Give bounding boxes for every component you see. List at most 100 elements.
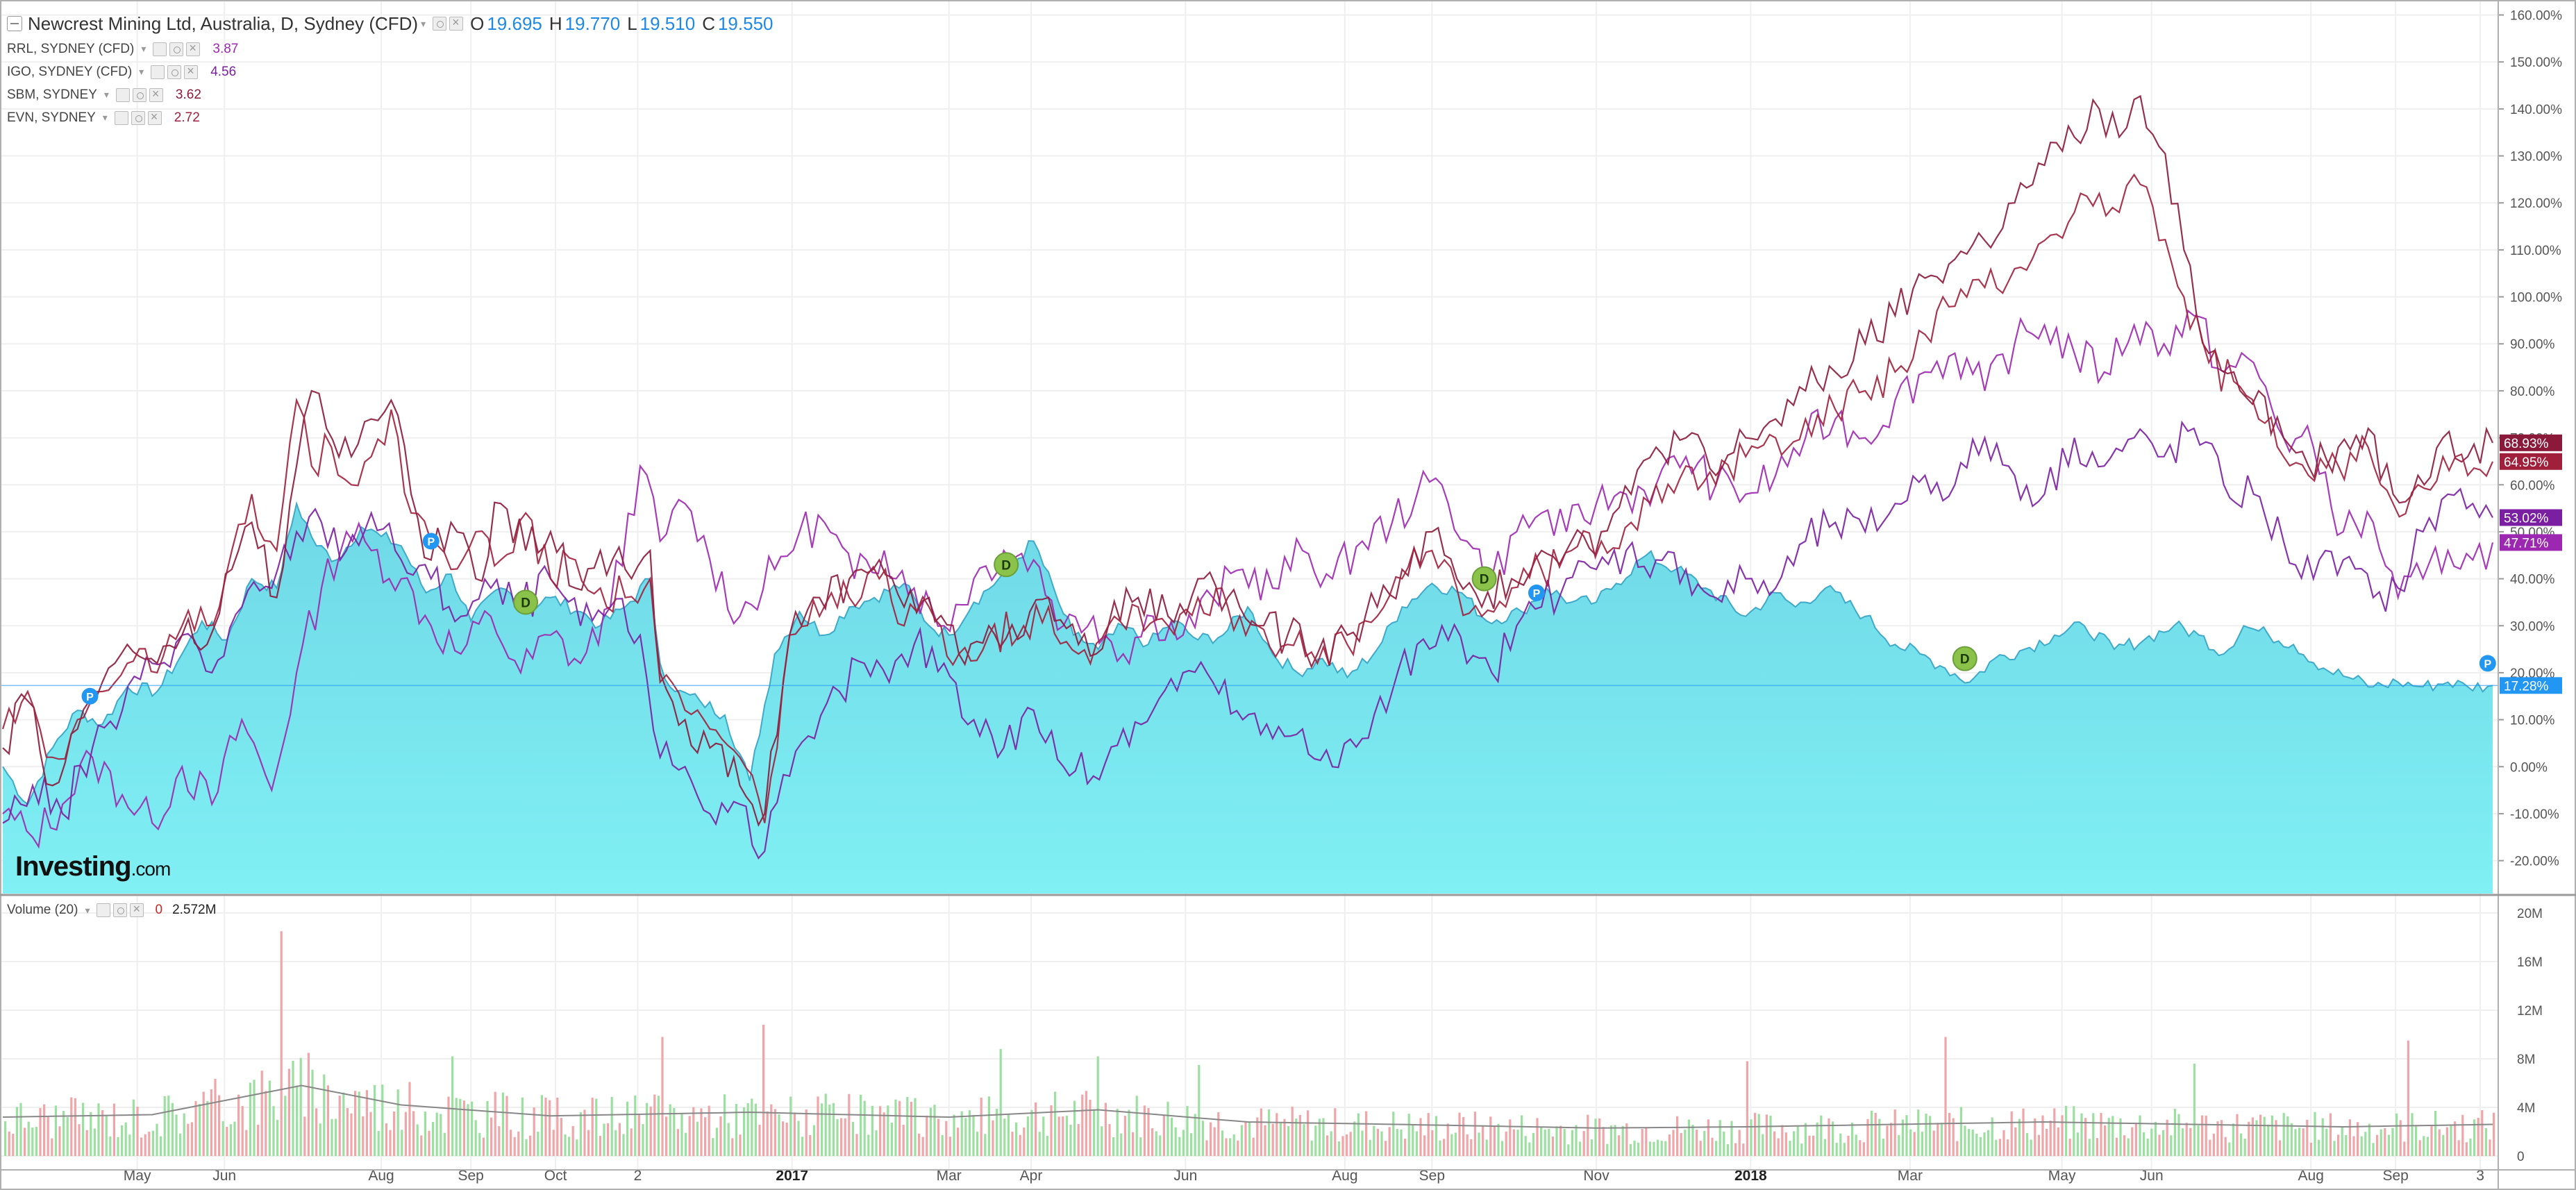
close-icon[interactable]	[449, 15, 464, 31]
volume-bar	[1221, 1130, 1223, 1156]
volume-bar	[599, 1136, 601, 1156]
close-icon[interactable]	[147, 110, 162, 125]
volume-bar	[817, 1096, 819, 1156]
event-marker-circle	[1528, 584, 1545, 601]
main-symbol-title[interactable]: Newcrest Mining Ltd, Australia, D, Sydne…	[28, 12, 419, 34]
close-icon[interactable]	[149, 87, 163, 102]
volume-bar	[85, 1130, 88, 1156]
volume-bar	[855, 1134, 858, 1156]
comparison-legend-row[interactable]: SBM, SYDNEY ▾ 3.62	[7, 83, 773, 106]
volume-bar	[832, 1103, 835, 1156]
volume-bar	[233, 1121, 236, 1156]
event-marker[interactable]: P	[422, 533, 440, 550]
volume-bar	[1905, 1115, 1908, 1156]
event-marker[interactable]: P	[1528, 584, 1545, 601]
volume-bar	[2302, 1128, 2305, 1156]
volume-bar	[299, 1057, 302, 1156]
volume-bar	[179, 1133, 182, 1156]
time-tick-label: Mar	[937, 1168, 962, 1184]
volume-bar	[1528, 1142, 1531, 1156]
visibility-icon[interactable]	[97, 903, 111, 917]
chevron-down-icon[interactable]: ▾	[421, 17, 426, 29]
collapse-legend-button[interactable]	[7, 16, 22, 31]
volume-bar	[2123, 1135, 2126, 1156]
volume-bar	[1598, 1118, 1601, 1156]
settings-icon[interactable]	[132, 87, 147, 102]
volume-bar	[210, 1089, 212, 1156]
volume-value: 2.572M	[172, 903, 217, 917]
volume-bar	[676, 1129, 679, 1156]
volume-bar	[1843, 1143, 1846, 1156]
volume-bar	[1808, 1135, 1811, 1156]
comparison-legend-row[interactable]: IGO, SYDNEY (CFD) ▾ 4.56	[7, 60, 773, 83]
volume-bar	[58, 1126, 61, 1156]
settings-icon[interactable]	[131, 110, 145, 125]
volume-bar	[571, 1125, 574, 1156]
dividend-marker[interactable]: D	[994, 552, 1019, 578]
dividend-marker[interactable]: D	[513, 589, 539, 615]
volume-bar	[1540, 1127, 1543, 1156]
volume-bar	[1512, 1129, 1515, 1156]
volume-bar	[2298, 1128, 2301, 1156]
volume-bar	[2173, 1109, 2176, 1156]
event-marker-circle	[422, 533, 440, 550]
volume-bar	[1909, 1129, 1912, 1156]
marker-label: P	[2484, 658, 2491, 670]
volume-bar	[972, 1114, 975, 1156]
volume-bar	[1166, 1101, 1169, 1156]
volume-bar	[2193, 1064, 2196, 1156]
volume-bar	[688, 1116, 691, 1156]
chevron-down-icon[interactable]: ▾	[102, 112, 108, 123]
event-marker[interactable]: P	[81, 687, 99, 705]
volume-bar	[2438, 1129, 2441, 1156]
chevron-down-icon[interactable]: ▾	[141, 43, 147, 54]
volume-bar	[31, 1127, 34, 1156]
chevron-down-icon[interactable]: ▾	[103, 89, 109, 100]
event-markers[interactable]: P P D D D P D P	[81, 533, 2496, 705]
volume-legend[interactable]: Volume (20) ▾ 0 2.572M	[7, 902, 217, 918]
visibility-icon[interactable]	[115, 87, 130, 102]
volume-bar	[2057, 1127, 2059, 1156]
settings-icon[interactable]	[167, 65, 182, 79]
visibility-icon[interactable]	[153, 42, 167, 56]
volume-bar	[1276, 1113, 1278, 1156]
volume-bar	[2368, 1123, 2370, 1156]
comparison-legend-row[interactable]: RRL, SYDNEY (CFD) ▾ 3.87	[7, 37, 773, 60]
close-icon[interactable]	[186, 41, 201, 56]
visibility-icon[interactable]	[151, 65, 165, 79]
volume-bar	[1734, 1143, 1737, 1156]
volume-bar	[1637, 1142, 1640, 1156]
volume-bar	[144, 1134, 147, 1156]
close-icon[interactable]	[184, 64, 199, 79]
volume-bar	[2426, 1137, 2429, 1156]
volume-bar	[2259, 1114, 2262, 1156]
volume-bar	[2026, 1132, 2029, 1156]
dividend-marker[interactable]: D	[1952, 646, 1977, 671]
comparison-value: 4.56	[210, 64, 237, 79]
dividend-marker-circle	[513, 589, 539, 615]
event-marker[interactable]: P	[2479, 655, 2496, 672]
volume-bar	[471, 1101, 474, 1156]
time-tick-label: May	[2048, 1168, 2076, 1184]
chevron-down-icon[interactable]: ▾	[85, 904, 90, 916]
volume-bar	[2053, 1108, 2056, 1156]
volume-bar	[404, 1112, 407, 1156]
chevron-down-icon[interactable]: ▾	[139, 66, 144, 77]
volume-bar	[2041, 1115, 2044, 1156]
volume-bar	[953, 1114, 955, 1156]
settings-icon[interactable]	[169, 42, 184, 56]
settings-icon[interactable]	[433, 17, 447, 31]
close-icon[interactable]	[130, 902, 144, 917]
comparison-legend-row[interactable]: EVN, SYDNEY ▾ 2.72	[7, 106, 773, 129]
dividend-marker[interactable]: D	[1471, 566, 1497, 592]
volume-bar	[1388, 1127, 1391, 1156]
volume-bar	[529, 1135, 532, 1156]
volume-bar	[1995, 1139, 1998, 1156]
volume-bar	[1443, 1139, 1446, 1156]
visibility-icon[interactable]	[114, 110, 128, 125]
settings-icon[interactable]	[113, 903, 128, 917]
time-tick-label: Aug	[368, 1168, 394, 1184]
volume-bar	[459, 1098, 462, 1156]
volume-bar	[1509, 1119, 1512, 1156]
